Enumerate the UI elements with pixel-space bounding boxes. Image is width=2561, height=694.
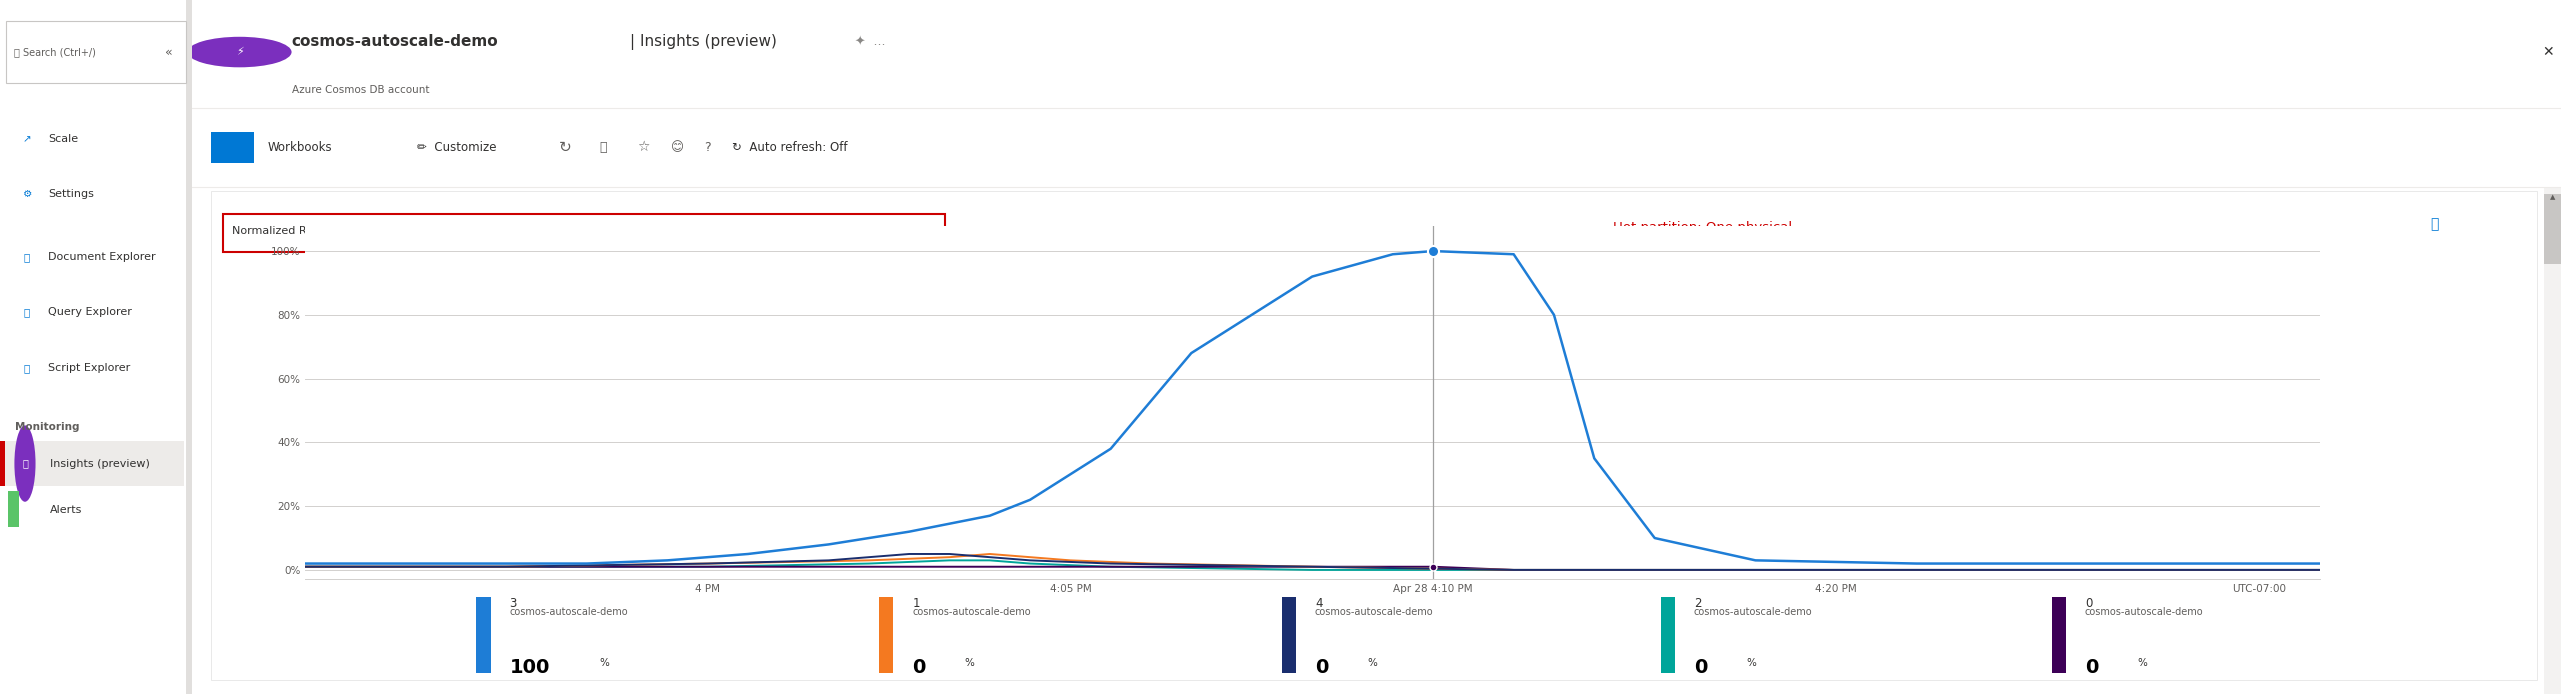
Text: 🔔: 🔔	[599, 141, 607, 154]
Text: ⚡: ⚡	[236, 47, 243, 57]
Bar	[878, 597, 894, 673]
Text: %: %	[1368, 658, 1378, 668]
Bar	[5, 21, 187, 83]
Text: 📌: 📌	[2430, 217, 2438, 231]
Text: Search (Ctrl+/): Search (Ctrl+/)	[23, 47, 95, 57]
Text: ↻: ↻	[558, 140, 571, 155]
Bar	[2546, 194, 2561, 264]
Bar	[1283, 597, 1296, 673]
Bar	[2546, 187, 2561, 694]
Bar	[192, 0, 2561, 108]
Text: cosmos-autoscale-demo: cosmos-autoscale-demo	[1314, 607, 1434, 617]
Text: Workbooks: Workbooks	[269, 141, 333, 154]
Bar	[1662, 597, 1675, 673]
Bar	[210, 191, 2538, 680]
Text: ⚙: ⚙	[23, 189, 33, 199]
Text: ↗: ↗	[23, 134, 31, 144]
Text: 🔍: 🔍	[23, 307, 28, 317]
Bar	[192, 108, 2561, 187]
Text: Monitoring: Monitoring	[15, 422, 79, 432]
Text: Alerts: Alerts	[51, 505, 82, 515]
Text: cosmos-autoscale-demo: cosmos-autoscale-demo	[1693, 607, 1813, 617]
Text: 0: 0	[2085, 658, 2097, 677]
Bar	[0, 441, 184, 486]
Text: 4: 4	[1314, 597, 1321, 610]
Bar	[0, 441, 5, 486]
Text: 3: 3	[510, 597, 517, 610]
Bar	[187, 0, 192, 694]
Text: 0: 0	[1314, 658, 1329, 677]
Bar	[2051, 597, 2067, 673]
Text: Hot partition: One physical
partition consistently has 100%
normalized RU consum: Hot partition: One physical partition co…	[1613, 221, 1823, 291]
Text: Insights (preview): Insights (preview)	[51, 459, 149, 468]
Bar	[210, 132, 254, 163]
Text: %: %	[2136, 658, 2146, 668]
Text: %: %	[1747, 658, 1757, 668]
Text: 📋: 📋	[23, 252, 28, 262]
Bar	[476, 597, 492, 673]
Text: Document Explorer: Document Explorer	[49, 252, 156, 262]
Text: «: «	[166, 46, 172, 58]
Circle shape	[15, 425, 36, 502]
Text: cosmos-autoscale-demo: cosmos-autoscale-demo	[912, 607, 1032, 617]
Text: Settings: Settings	[49, 189, 95, 199]
Text: ▲: ▲	[2551, 194, 2556, 201]
Text: | Insights (preview): | Insights (preview)	[630, 33, 776, 50]
Text: 1: 1	[912, 597, 919, 610]
Text: 100: 100	[510, 658, 551, 677]
Text: 0: 0	[1693, 658, 1708, 677]
Text: Normalized RU Consumption (%) By PartitionKeyRangeID: Normalized RU Consumption (%) By Partiti…	[233, 226, 551, 236]
Bar	[223, 214, 945, 252]
Text: 📜: 📜	[23, 363, 28, 373]
Text: 2: 2	[1693, 597, 1701, 610]
Text: 💜: 💜	[23, 459, 28, 468]
Circle shape	[187, 37, 292, 67]
Text: ↻  Auto refresh: Off: ↻ Auto refresh: Off	[732, 141, 848, 154]
Text: cosmos-autoscale-demo: cosmos-autoscale-demo	[2085, 607, 2202, 617]
Bar	[8, 491, 20, 527]
Text: ✦  ...: ✦ ...	[855, 35, 886, 48]
Text: - Database: Demo , Container: HotPartitionDemo: - Database: Demo , Container: HotPartiti…	[950, 226, 1227, 236]
Text: ☆: ☆	[638, 140, 650, 155]
Text: cosmos-autoscale-demo: cosmos-autoscale-demo	[292, 34, 499, 49]
Text: ✕: ✕	[2543, 45, 2553, 59]
Text: 🔍: 🔍	[13, 47, 20, 57]
Text: 0: 0	[912, 658, 925, 677]
Text: Query Explorer: Query Explorer	[49, 307, 133, 317]
Text: Script Explorer: Script Explorer	[49, 363, 131, 373]
Text: %: %	[965, 658, 973, 668]
Text: ?: ?	[704, 141, 709, 154]
Text: ✏  Customize: ✏ Customize	[417, 141, 497, 154]
Text: %: %	[599, 658, 610, 668]
Text: Azure Cosmos DB account: Azure Cosmos DB account	[292, 85, 430, 95]
Text: 0: 0	[2085, 597, 2092, 610]
Text: Scale: Scale	[49, 134, 79, 144]
Text: 😊: 😊	[671, 141, 684, 154]
Text: cosmos-autoscale-demo: cosmos-autoscale-demo	[510, 607, 627, 617]
